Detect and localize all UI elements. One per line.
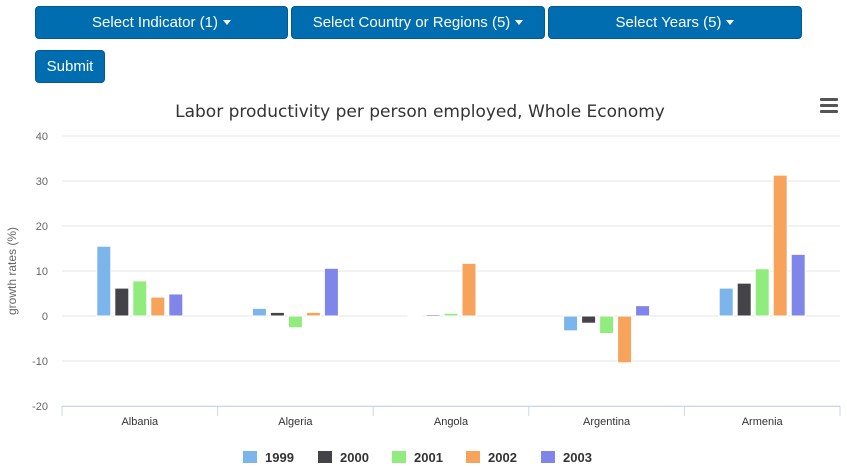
legend-swatch-2002: [466, 451, 480, 463]
bar-2001-angola: [443, 312, 459, 317]
legend-swatch-2003: [541, 451, 555, 463]
bar-2003-albania: [168, 293, 184, 317]
select-indicator-button[interactable]: Select Indicator (1): [35, 6, 288, 39]
bar-2002-angola: [461, 262, 477, 317]
legend-swatch-2000: [318, 451, 332, 463]
y-tick-label: 20: [36, 221, 48, 233]
bar-2001-algeria: [287, 315, 303, 329]
x-tick-label: Armenia: [742, 416, 784, 428]
legend-swatch-2001: [392, 451, 406, 463]
bar-2002-algeria: [305, 311, 321, 317]
bar-2000-argentina: [581, 315, 597, 324]
x-tick-label: Albania: [121, 416, 159, 428]
legend-item-1999[interactable]: 1999: [265, 450, 294, 465]
legend-item-2000[interactable]: 2000: [340, 450, 369, 465]
caret-down-icon: [222, 20, 231, 25]
bar-1999-albania: [96, 245, 112, 317]
y-tick-label: 10: [36, 266, 48, 278]
legend-item-2002[interactable]: 2002: [488, 450, 517, 465]
hamburger-menu-icon[interactable]: [820, 98, 838, 116]
bar-2000-armenia: [736, 282, 752, 317]
bar-2003-armenia: [790, 253, 806, 317]
y-axis-label: growth rates (%): [5, 227, 19, 315]
x-tick-label: Angola: [434, 416, 469, 428]
y-tick-label: -20: [32, 401, 48, 413]
bar-2000-angola: [425, 314, 441, 317]
bar-2003-algeria: [323, 267, 339, 317]
bar-2001-albania: [132, 280, 148, 317]
y-tick-label: 30: [36, 176, 48, 188]
select-years-label: Select Years (5): [615, 14, 722, 31]
bar-2002-albania: [150, 296, 166, 317]
bar-2001-armenia: [754, 268, 770, 317]
select-country-button[interactable]: Select Country or Regions (5): [291, 6, 545, 39]
select-country-label: Select Country or Regions (5): [312, 14, 511, 31]
caret-down-icon: [726, 20, 735, 25]
x-tick-label: Argentina: [583, 416, 631, 428]
bar-chart: Labor productivity per person employed, …: [5, 102, 841, 465]
bar-1999-algeria: [251, 307, 267, 317]
bar-1999-angola: [407, 315, 423, 317]
legend-item-2003[interactable]: 2003: [563, 450, 592, 465]
bar-2000-albania: [114, 287, 130, 317]
y-tick-label: 0: [42, 311, 48, 323]
x-tick-label: Algeria: [278, 416, 313, 428]
y-tick-label: 40: [36, 131, 48, 143]
bar-2002-armenia: [772, 174, 788, 317]
y-tick-label: -10: [32, 356, 48, 368]
submit-button[interactable]: Submit: [35, 50, 105, 83]
select-years-button[interactable]: Select Years (5): [548, 6, 802, 39]
bar-1999-argentina: [563, 315, 579, 332]
bar-2002-argentina: [617, 315, 633, 364]
legend-swatch-1999: [243, 451, 257, 463]
legend-item-2001[interactable]: 2001: [414, 450, 443, 465]
bar-2000-algeria: [269, 311, 285, 317]
bar-1999-armenia: [718, 287, 734, 317]
select-indicator-label: Select Indicator (1): [92, 14, 218, 31]
chart-title: Labor productivity per person employed, …: [175, 102, 665, 122]
caret-down-icon: [515, 20, 524, 25]
bar-2001-argentina: [599, 315, 615, 335]
bar-2003-argentina: [635, 305, 651, 317]
